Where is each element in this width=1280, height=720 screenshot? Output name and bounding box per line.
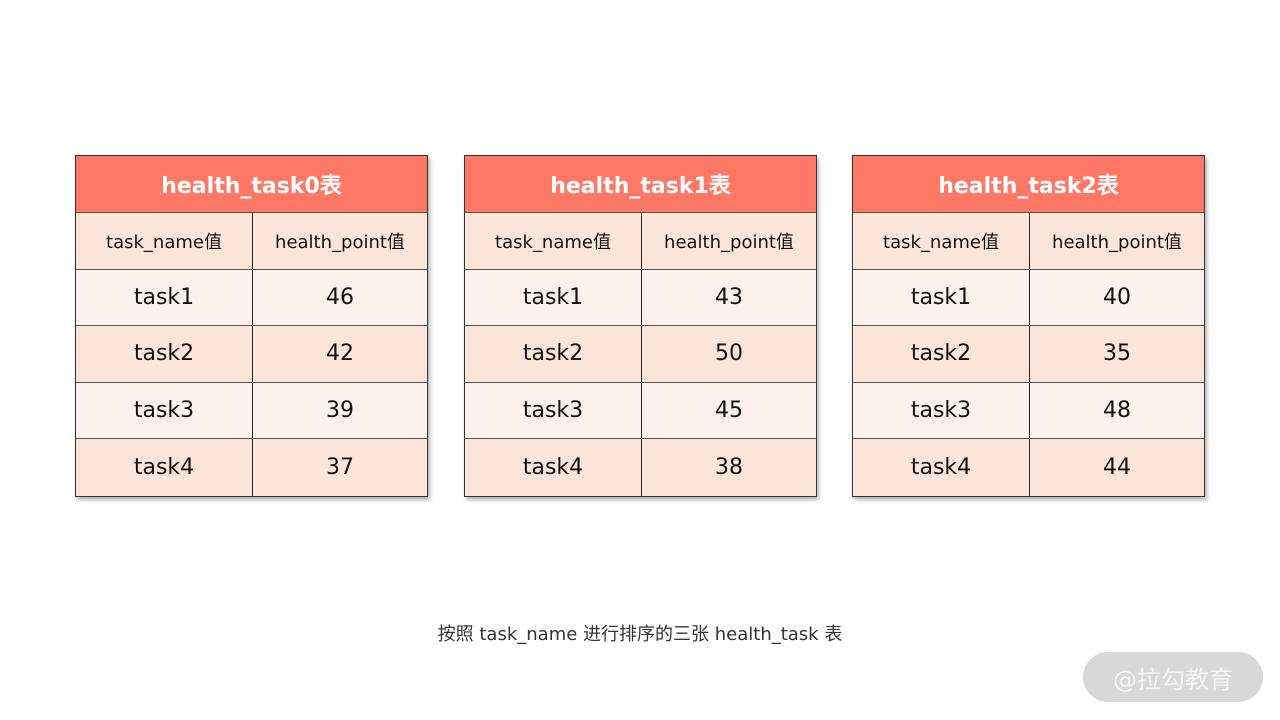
- table-row: task2 50: [465, 326, 816, 383]
- table-row: task4 44: [853, 439, 1204, 496]
- health-point-cell: 40: [1103, 284, 1131, 310]
- health-point-cell: 48: [1103, 397, 1131, 423]
- watermark-logo: @拉勾教育: [1083, 652, 1263, 702]
- health-point-cell: 35: [1103, 341, 1131, 367]
- column-header: task_name值: [76, 213, 253, 269]
- table-row: task1 43: [465, 269, 816, 326]
- table-health-task0: health_task0表 task_name值 health_point值 task…: [75, 155, 428, 497]
- task-name-cell: task1: [465, 269, 642, 325]
- task-name-cell: task4: [853, 439, 1030, 496]
- task-name-cell: task3: [76, 382, 253, 438]
- task-name-cell: task3: [853, 382, 1030, 438]
- column-header: task_name值: [853, 213, 1030, 269]
- table-health-task2: health_task2表 task_name值 health_point值 task…: [852, 155, 1205, 497]
- task-name-cell: task1: [76, 269, 253, 325]
- task-name-cell: task3: [465, 382, 642, 438]
- table-row: task4 37: [76, 439, 427, 496]
- header-row: task_name值 health_point值: [465, 213, 816, 270]
- health-point-cell: 50: [715, 341, 743, 367]
- health-point-cell: 39: [326, 397, 354, 423]
- table-row: task1 46: [76, 269, 427, 326]
- table-row: task1 40: [853, 269, 1204, 326]
- health-point-cell: 46: [326, 284, 354, 310]
- column-header: health_point值: [275, 231, 405, 253]
- column-header: health_point值: [1052, 231, 1182, 253]
- column-header: task_name值: [465, 213, 642, 269]
- task-name-cell: task4: [76, 439, 253, 496]
- task-name-cell: task2: [853, 326, 1030, 382]
- table-row: task3 39: [76, 382, 427, 439]
- health-point-cell: 37: [326, 454, 354, 480]
- table-row: task3 48: [853, 382, 1204, 439]
- table-title: health_task0表: [76, 156, 427, 213]
- task-name-cell: task4: [465, 439, 642, 496]
- column-header: health_point值: [664, 231, 794, 253]
- health-point-cell: 42: [326, 341, 354, 367]
- header-row: task_name值 health_point值: [76, 213, 427, 270]
- header-row: task_name值 health_point值: [853, 213, 1204, 270]
- table-health-task1: health_task1表 task_name值 health_point值 task…: [464, 155, 817, 497]
- task-name-cell: task2: [465, 326, 642, 382]
- task-name-cell: task2: [76, 326, 253, 382]
- table-row: task3 45: [465, 382, 816, 439]
- health-point-cell: 43: [715, 284, 743, 310]
- health-point-cell: 38: [715, 454, 743, 480]
- caption: 按照 task_name 进行排序的三张 health_task 表: [437, 624, 843, 645]
- task-name-cell: task1: [853, 269, 1030, 325]
- table-title: health_task2表: [853, 156, 1204, 213]
- table-row: task2 35: [853, 326, 1204, 383]
- health-point-cell: 45: [715, 397, 743, 423]
- health-point-cell: 44: [1103, 454, 1131, 480]
- table-row: task2 42: [76, 326, 427, 383]
- table-row: task4 38: [465, 439, 816, 496]
- table-title: health_task1表: [465, 156, 816, 213]
